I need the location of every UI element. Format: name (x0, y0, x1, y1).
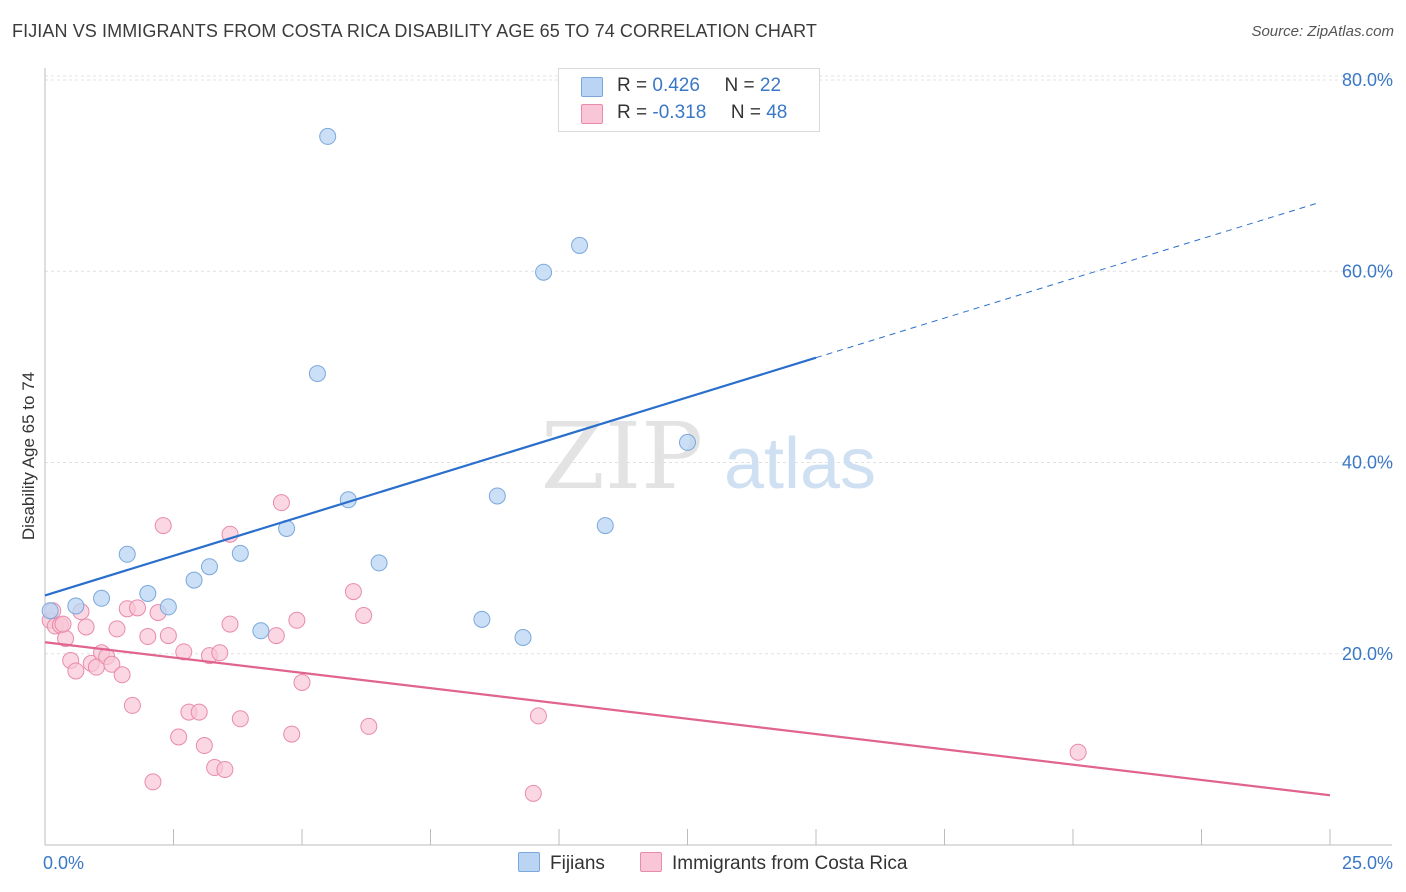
fijian-point (473, 610, 491, 628)
fijian-trend-line (44, 356, 817, 597)
costa-rica-point (108, 620, 126, 638)
fijian-point (200, 558, 218, 576)
costa-rica-point (154, 517, 172, 535)
fijian-points (41, 127, 696, 646)
y-axis-label: Disability Age 65 to 74 (19, 372, 38, 540)
fijian-point (67, 597, 85, 615)
legend-swatch-fijians (581, 77, 603, 97)
fijian-point (319, 127, 337, 145)
axes (44, 68, 1392, 846)
costa-rica-point (139, 628, 157, 646)
n-value: 48 (766, 102, 788, 123)
n-label: N = (730, 102, 761, 123)
r-label: R = (617, 75, 648, 96)
costa-rica-points (41, 494, 1087, 802)
costa-rica-point (221, 615, 239, 633)
costa-rica-trend-line (44, 641, 1331, 797)
fijian-point (308, 365, 326, 383)
grid-lines (45, 75, 1392, 655)
costa-rica-point (344, 583, 362, 601)
n-label: N = (724, 75, 755, 96)
n-value: 22 (759, 75, 782, 96)
bottom-legend-label-costa-rica: Immigrants from Costa Rica (672, 853, 908, 874)
fijian-point (679, 433, 696, 451)
fijian-point (488, 487, 506, 505)
fijian-point (596, 517, 614, 535)
costa-rica-point (129, 599, 147, 617)
x-tick-labels: 0.0% 25.0% (43, 853, 1393, 873)
bottom-legend-swatch-costa-rica (640, 852, 662, 872)
fijian-point (370, 554, 388, 572)
y-tick-label: 40.0% (1342, 453, 1393, 473)
x-tick-label: 0.0% (43, 853, 84, 873)
costa-rica-point (67, 662, 85, 680)
costa-rica-point (195, 737, 213, 755)
costa-rica-point (355, 607, 373, 624)
fijian-point (252, 622, 270, 640)
r-value: 0.426 (652, 75, 700, 96)
costa-rica-point (190, 703, 208, 721)
costa-rica-point (144, 773, 162, 791)
costa-rica-point (360, 717, 378, 735)
correlation-legend: R = 0.426 N = 22 R = -0.318 N = 48 (558, 68, 820, 132)
legend-stats-fijians: R = 0.426 N = 22 (617, 75, 781, 97)
costa-rica-point (113, 666, 131, 684)
costa-rica-point (77, 618, 95, 636)
costa-rica-point (1069, 743, 1087, 761)
fijian-point (535, 263, 553, 281)
costa-rica-point (123, 696, 141, 714)
fijian-point (41, 602, 59, 620)
fijian-point (514, 628, 532, 646)
costa-rica-point (524, 784, 542, 802)
costa-rica-point (529, 707, 547, 725)
y-tick-label: 80.0% (1342, 70, 1393, 90)
y-tick-labels: 20.0% 40.0% 60.0% 80.0% (1342, 70, 1393, 664)
costa-rica-point (159, 627, 177, 645)
bottom-legend-swatch-fijians (518, 852, 540, 872)
fijian-point (118, 545, 136, 563)
costa-rica-point (231, 710, 249, 728)
fijian-point (139, 585, 157, 603)
fijian-point (231, 544, 249, 562)
trend-lines (44, 201, 1331, 797)
costa-rica-point (170, 728, 188, 746)
source-label: Source: ZipAtlas.com (1251, 23, 1394, 40)
watermark-atlas: atlas (724, 424, 876, 504)
r-label: R = (617, 102, 648, 123)
y-tick-label: 20.0% (1342, 644, 1393, 664)
bottom-legend-costa-rica: Immigrants from Costa Rica (640, 852, 907, 875)
y-tick-label: 60.0% (1342, 261, 1393, 281)
legend-swatch-costa-rica (581, 104, 603, 124)
x-tick-label: 25.0% (1342, 853, 1393, 873)
costa-rica-point (216, 760, 234, 778)
costa-rica-point (54, 615, 72, 633)
fijian-trend-extension (815, 201, 1320, 359)
bottom-legend-fijians: Fijians (518, 852, 605, 875)
costa-rica-point (288, 611, 306, 629)
watermark: ZIP atlas (541, 403, 876, 510)
r-value: -0.318 (652, 102, 707, 123)
fijian-point (93, 589, 111, 607)
fijian-point (185, 571, 203, 589)
bottom-legend-label-fijians: Fijians (550, 853, 605, 874)
costa-rica-point (293, 673, 311, 691)
fijian-point (159, 598, 177, 616)
fijian-point (571, 236, 589, 254)
costa-rica-point (103, 655, 121, 673)
costa-rica-point (272, 494, 290, 512)
watermark-zip: ZIP (541, 403, 703, 510)
chart-title: FIJIAN VS IMMIGRANTS FROM COSTA RICA DIS… (12, 21, 817, 41)
legend-stats-costa-rica: R = -0.318 N = 48 (617, 102, 787, 124)
costa-rica-point (267, 627, 285, 645)
costa-rica-point (283, 725, 301, 743)
costa-rica-point (211, 644, 229, 662)
